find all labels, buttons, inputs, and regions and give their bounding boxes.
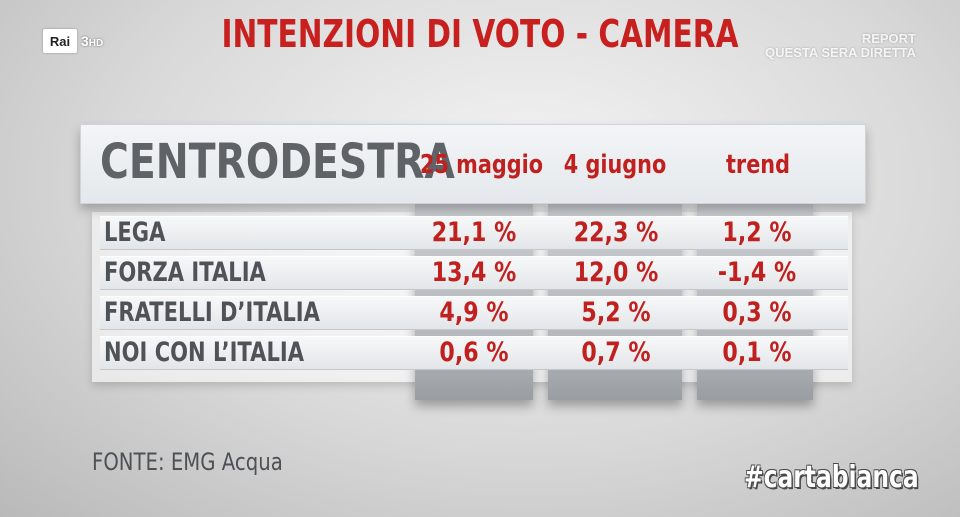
- table-row: [100, 256, 848, 290]
- party-name: FORZA ITALIA: [104, 257, 266, 288]
- column-header-trend: trend: [725, 150, 790, 180]
- source-note: FONTE: EMG Acqua: [92, 448, 283, 476]
- column-header-may25: 25 maggio: [420, 150, 544, 180]
- value-trend: 0,3 %: [722, 297, 792, 328]
- party-name: NOI CON L’ITALIA: [104, 337, 305, 368]
- table-row: [100, 336, 848, 370]
- value-may25: 0,6 %: [439, 337, 509, 368]
- promo-line-2: QUESTA SERA DIRETTA: [765, 45, 916, 60]
- program-hashtag: #cartabianca: [744, 460, 919, 495]
- value-jun4: 5,2 %: [581, 297, 651, 328]
- value-jun4: 22,3 %: [573, 217, 659, 248]
- value-may25: 13,4 %: [431, 257, 517, 288]
- channel-logo: Rai 3HD: [43, 28, 103, 54]
- value-may25: 4,9 %: [439, 297, 509, 328]
- value-trend: 0,1 %: [722, 337, 792, 368]
- value-trend: -1,4 %: [717, 257, 797, 288]
- party-name: LEGA: [104, 217, 166, 248]
- party-name: FRATELLI D’ITALIA: [104, 297, 320, 328]
- promo-line-1: REPORT: [861, 31, 916, 46]
- column-header-jun4: 4 giugno: [563, 150, 667, 180]
- rai-logo-box: Rai: [43, 29, 77, 53]
- page-title: INTENZIONI DI VOTO - CAMERA: [221, 12, 739, 56]
- table-row: [100, 296, 848, 330]
- value-jun4: 12,0 %: [573, 257, 659, 288]
- value-jun4: 0,7 %: [581, 337, 651, 368]
- coalition-label: CENTRODESTRA: [100, 134, 455, 190]
- program-promo: REPORT QUESTA SERA DIRETTA: [765, 32, 916, 60]
- value-trend: 1,2 %: [722, 217, 792, 248]
- channel-number: 3HD: [81, 33, 104, 49]
- value-may25: 21,1 %: [431, 217, 517, 248]
- table-row: [100, 216, 848, 250]
- table-header-bar: [80, 124, 866, 204]
